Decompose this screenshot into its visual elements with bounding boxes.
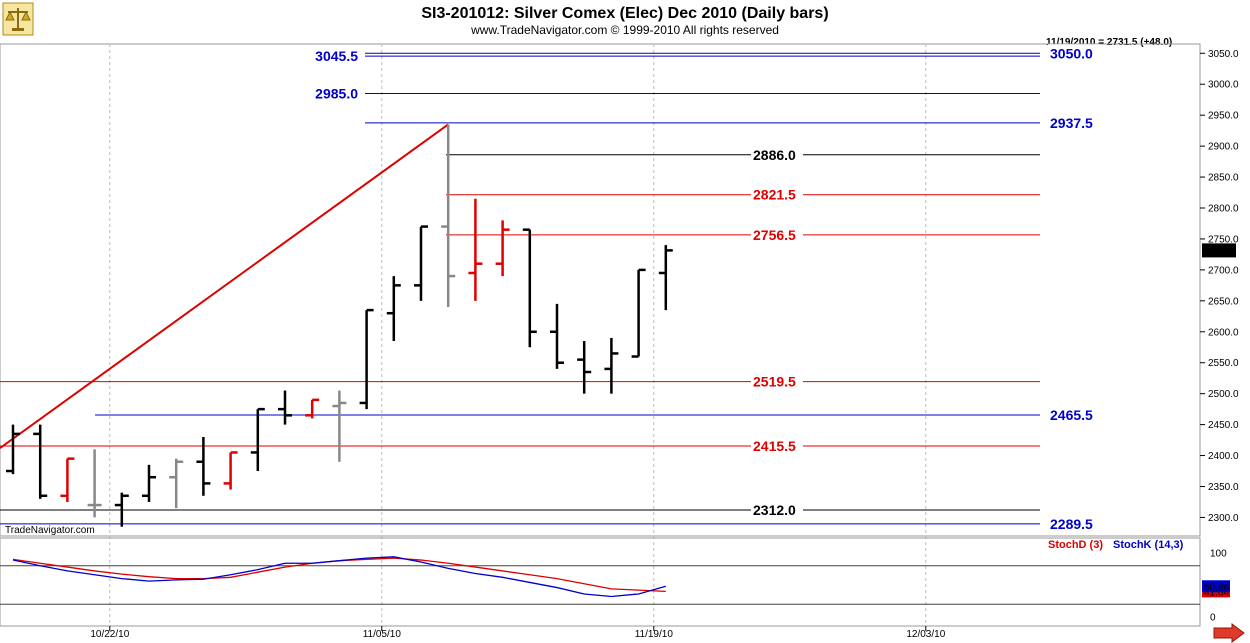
level-label-bg <box>306 47 358 64</box>
chart-title: SI3-201012: Silver Comex (Elec) Dec 2010… <box>421 5 828 22</box>
ohlc-bar <box>114 492 129 527</box>
y-tick-label: 2850.0 <box>1208 173 1239 184</box>
ohlc-bar <box>278 390 292 425</box>
y-tick-label: 2650.0 <box>1208 296 1239 307</box>
stoch-last-box <box>1202 580 1230 593</box>
ohlc-bar <box>631 268 646 358</box>
ohlc-bar <box>60 457 75 502</box>
ohlc-bar <box>658 245 673 311</box>
level-label-bg <box>751 436 803 453</box>
stoch-series-line <box>12 556 666 598</box>
ohlc-bar <box>414 225 428 301</box>
level-label: 2312.0 <box>753 502 796 518</box>
level-label-bg <box>1048 406 1100 423</box>
y-tick-label: 3000.0 <box>1208 80 1239 91</box>
ohlc-bar <box>305 398 320 419</box>
trendline-line <box>0 123 449 449</box>
levels: 3050.0 3045.5 2985.0 2937.5 2886.0 2821.5 2756… <box>0 44 1100 532</box>
arrow-right-icon[interactable] <box>1213 623 1245 643</box>
ohlc-bar <box>169 458 184 509</box>
ohlc-bar <box>550 303 564 369</box>
level-label-bg <box>1048 44 1100 61</box>
x-tick-label: 11/05/10 <box>363 629 402 640</box>
y-tick-label: 2700.0 <box>1208 265 1239 276</box>
level-label: 2519.5 <box>753 374 796 390</box>
y-tick-label: 2500.0 <box>1208 389 1239 400</box>
trendline <box>0 123 449 449</box>
level-label: 2289.5 <box>1050 516 1093 532</box>
level-label: 2465.5 <box>1050 407 1093 423</box>
ohlc-bar <box>332 390 347 462</box>
stoch-last-label: 50.66 <box>1204 582 1229 593</box>
ohlc-bar <box>359 308 374 410</box>
stoch-d-legend: StochD (3) <box>1048 539 1103 551</box>
ohlc-bar <box>87 449 102 518</box>
price-panel <box>0 43 1201 537</box>
copyright-text: www.TradeNavigator.com © 1999-2010 All r… <box>470 23 779 37</box>
y-axis: 2300.0 2350.0 2400.0 2450.0 2500.0 2550.0 2600… <box>1200 49 1239 524</box>
ohlc-bar <box>522 228 537 348</box>
level-label: 2756.5 <box>753 227 796 243</box>
level-label-bg <box>751 372 803 389</box>
level-label: 2937.5 <box>1050 115 1093 131</box>
watermark-text: TradeNavigator.com <box>5 525 95 536</box>
ohlc-bar <box>604 337 619 394</box>
ohlc-bar <box>250 407 265 472</box>
ohlc-bars <box>6 124 673 527</box>
y-tick-label: 2400.0 <box>1208 451 1239 462</box>
y-tick-label: 2600.0 <box>1208 327 1239 338</box>
ohlc-bar <box>577 341 592 394</box>
ohlc-bar <box>223 451 238 490</box>
stoch-y-tick-label: 0 <box>1210 613 1216 624</box>
y-tick-label: 2800.0 <box>1208 204 1239 215</box>
level-label: 2415.5 <box>753 438 796 454</box>
level-label-bg <box>751 501 803 518</box>
y-tick-label: 2950.0 <box>1208 111 1239 122</box>
stoch-last-label: 41.64 <box>1204 587 1229 598</box>
stoch-panel <box>0 537 1201 627</box>
x-tick-label: 12/03/10 <box>906 629 945 640</box>
level-label: 3050.0 <box>1050 45 1093 61</box>
level-label-bg <box>751 145 803 162</box>
grid <box>109 44 927 626</box>
level-label-bg <box>306 84 358 101</box>
ohlc-bar <box>441 124 456 308</box>
level-label: 2985.0 <box>315 86 358 102</box>
level-label: 3045.5 <box>315 48 358 64</box>
y-tick-label: 2750.0 <box>1208 234 1239 245</box>
ohlc-bar <box>142 464 156 502</box>
ohlc-bar <box>386 276 401 342</box>
stoch-series-line <box>12 557 666 593</box>
ohlc-bar <box>6 424 20 475</box>
y-tick-label: 2550.0 <box>1208 358 1239 369</box>
y-tick-label: 2900.0 <box>1208 142 1239 153</box>
y-tick-label: 2450.0 <box>1208 420 1239 431</box>
ohlc-bar <box>33 424 48 499</box>
logo-scales-icon <box>2 2 34 36</box>
level-label-bg <box>751 225 803 242</box>
level-label-bg <box>751 185 803 202</box>
level-label: 2886.0 <box>753 147 796 163</box>
x-tick-label: 11/19/10 <box>635 629 674 640</box>
last-price-label: 2731.5 <box>1204 246 1235 257</box>
ohlc-bar <box>196 436 211 496</box>
last-price-box <box>1202 243 1236 258</box>
ohlc-bar <box>495 220 510 277</box>
x-axis: 10/22/10 11/05/10 11/19/10 12/03/10 <box>90 626 946 640</box>
level-label: 2821.5 <box>753 187 796 203</box>
last-quote-text: 11/19/2010 = 2731.5 (+48.0) <box>1046 37 1172 48</box>
x-tick-label: 10/22/10 <box>90 629 129 640</box>
y-tick-label: 2350.0 <box>1208 482 1239 493</box>
level-label-bg <box>1048 113 1100 130</box>
y-tick-label: 3050.0 <box>1208 49 1239 60</box>
stoch-k-legend: StochK (14,3) <box>1113 539 1184 551</box>
y-tick-label: 2300.0 <box>1208 513 1239 524</box>
ohlc-bar <box>468 198 483 301</box>
stoch-y-tick-label: 100 <box>1210 549 1227 560</box>
level-label-bg <box>1048 514 1100 531</box>
